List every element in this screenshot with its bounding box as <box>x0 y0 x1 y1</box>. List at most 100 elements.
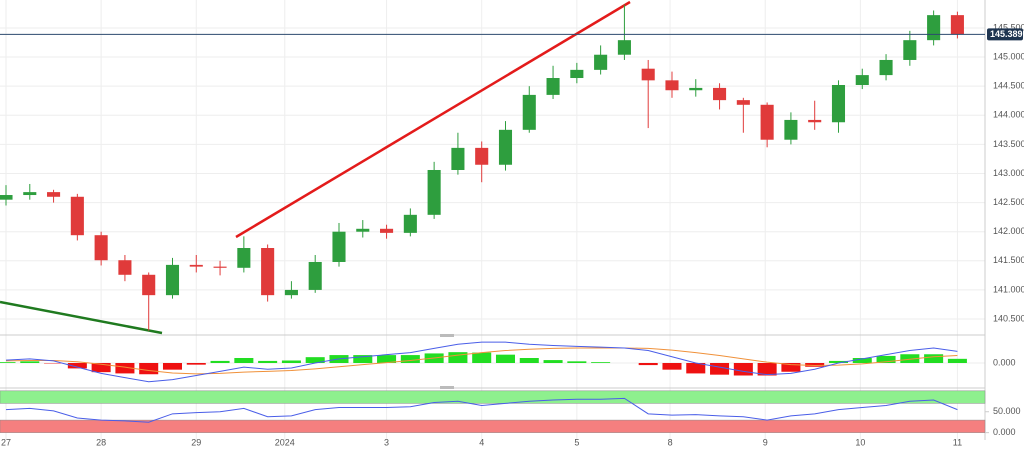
histogram-bar <box>353 355 373 363</box>
candle-body <box>498 129 513 165</box>
candle-body <box>736 100 750 105</box>
histogram-bar <box>519 358 539 363</box>
candle-body <box>713 87 727 101</box>
histogram-bar <box>757 363 777 376</box>
y-tick-label: 0.000 <box>993 427 1016 437</box>
histogram-bar <box>781 363 801 372</box>
candle-body <box>570 69 584 79</box>
x-tick-label: 8 <box>668 437 673 447</box>
candle-body <box>427 169 441 215</box>
candle-body <box>784 119 798 140</box>
x-tick-label: 27 <box>1 437 11 447</box>
x-tick-label: 29 <box>191 437 201 447</box>
y-tick-label: 144.500 <box>993 81 1024 91</box>
histogram-bar <box>258 360 278 363</box>
candle-body <box>47 192 61 197</box>
resize-handle[interactable] <box>440 334 454 337</box>
candle-body <box>142 274 156 296</box>
x-tick-label: 28 <box>96 437 106 447</box>
candle-body <box>284 289 298 296</box>
x-tick-label: 2024 <box>275 437 295 447</box>
histogram-bar <box>186 363 206 365</box>
y-tick-label: 143.500 <box>993 139 1024 149</box>
candle-body <box>760 104 774 140</box>
candle-body <box>594 54 608 70</box>
candle-body <box>808 119 822 123</box>
histogram-bar <box>828 360 848 363</box>
histogram-bar <box>115 363 135 374</box>
y-tick-label: 50.000 <box>993 406 1021 416</box>
histogram-bar <box>377 355 397 363</box>
candle-body <box>403 214 417 233</box>
candle-body <box>332 231 346 262</box>
candle-body <box>380 228 394 233</box>
histogram-bar <box>900 354 920 363</box>
candle-body <box>665 80 679 91</box>
histogram-bar <box>876 355 896 363</box>
y-tick-label: 0.000 <box>993 357 1016 367</box>
candle-body <box>451 147 465 170</box>
histogram-bar <box>91 363 111 373</box>
candle-body <box>94 235 108 261</box>
histogram-bar <box>495 354 516 363</box>
candle-body <box>641 68 655 81</box>
candle-body <box>237 248 251 268</box>
last-price-label: 145.389 <box>990 29 1023 39</box>
histogram-bar <box>852 358 872 363</box>
candle-body <box>118 260 132 275</box>
x-tick-label: 3 <box>384 437 389 447</box>
histogram-bar <box>0 362 16 363</box>
trend-line <box>235 0 631 239</box>
candle-body <box>522 94 536 130</box>
histogram-bar <box>67 363 87 369</box>
candle-body <box>903 40 917 60</box>
candle-body <box>879 59 893 76</box>
histogram-bar <box>924 354 944 363</box>
y-tick-label: 141.500 <box>993 255 1024 265</box>
histogram-bar <box>162 363 183 370</box>
histogram-bar <box>400 355 420 363</box>
x-tick-label: 4 <box>479 437 484 447</box>
trend-line <box>0 300 163 335</box>
histogram-bar <box>210 360 230 363</box>
histogram-bar <box>139 363 159 375</box>
histogram-bar <box>472 352 492 363</box>
candle-body <box>165 264 180 296</box>
candle-body <box>0 195 13 200</box>
x-tick-label: 9 <box>763 437 768 447</box>
histogram-bar <box>234 358 254 363</box>
candle-body <box>475 147 489 165</box>
histogram-bar <box>448 352 468 363</box>
last-price-tag <box>987 28 1023 41</box>
candle-body <box>689 87 703 91</box>
candle-body <box>189 264 203 267</box>
signal-line <box>5 347 958 375</box>
candle-body <box>927 15 941 41</box>
candle-body <box>213 266 227 268</box>
y-tick-label: 145.000 <box>993 51 1024 61</box>
candle-body <box>831 84 846 123</box>
y-tick-label: 142.000 <box>993 226 1024 236</box>
histogram-bar <box>567 361 587 363</box>
x-tick-label: 5 <box>574 437 579 447</box>
rsi-line <box>5 397 958 423</box>
y-tick-label: 145.500 <box>993 22 1024 32</box>
histogram-bar <box>662 363 682 370</box>
histogram-bar <box>710 363 730 375</box>
candle-body <box>23 192 37 196</box>
y-tick-label: 144.000 <box>993 110 1024 120</box>
histogram-bar <box>805 363 825 367</box>
histogram-bar <box>947 358 967 363</box>
histogram-bar <box>638 363 658 366</box>
histogram-bar <box>305 357 325 363</box>
histogram-bar <box>20 361 40 363</box>
resize-handle[interactable] <box>440 386 454 389</box>
macd-line <box>5 341 958 383</box>
candle-body <box>546 78 560 95</box>
grid <box>0 0 985 440</box>
candle-body <box>950 15 964 35</box>
histogram-bar <box>591 362 611 363</box>
candle-body <box>617 40 631 55</box>
